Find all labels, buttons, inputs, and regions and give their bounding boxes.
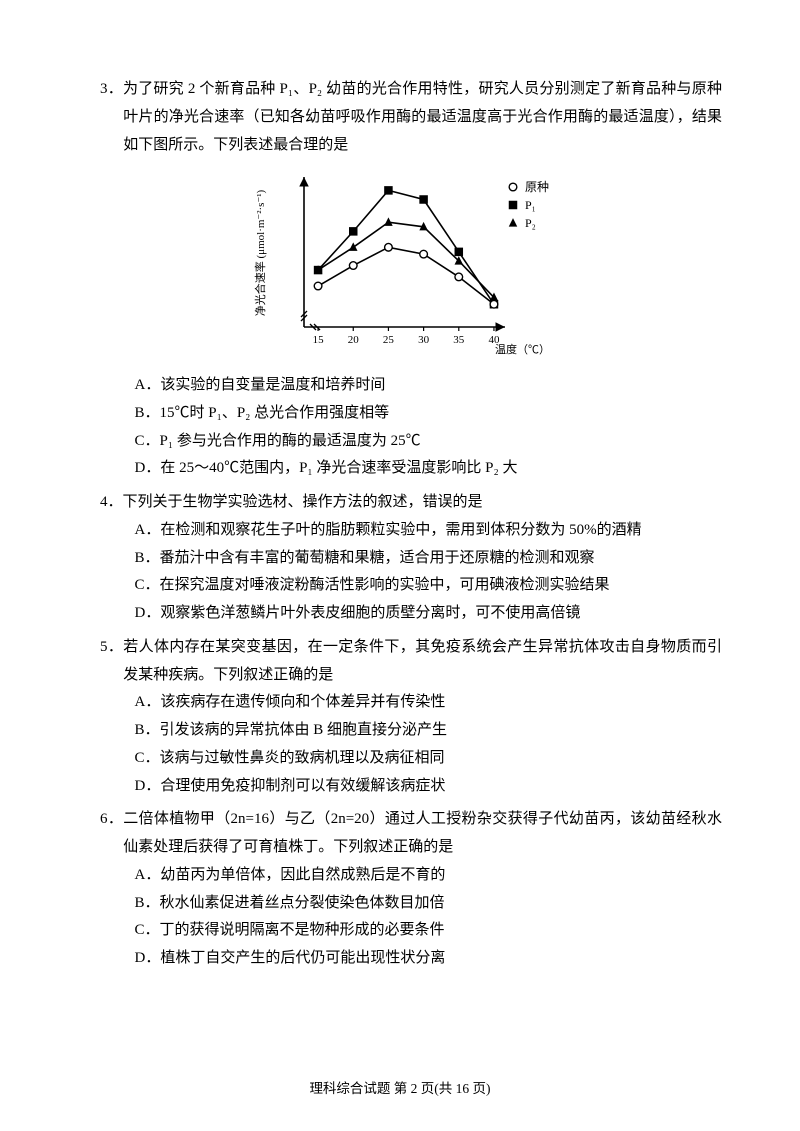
svg-text:P₂: P₂ [525,216,536,230]
q6-option-b: B．秋水仙素促进着丝点分裂使染色体数目加倍 [135,890,723,918]
svg-text:温度（℃）: 温度（℃） [495,342,550,356]
q5-option-b: B．引发该病的异常抗体由 B 细胞直接分泌产生 [135,717,723,745]
q4-option-d: D．观察紫色洋葱鳞片叶外表皮细胞的质壁分离时，可不使用高倍镜 [135,600,723,628]
svg-text:35: 35 [453,334,465,346]
q4-number: 4． [100,494,123,510]
q3-text: 为了研究 2 个新育品种 P₁、P₂ 幼苗的光合作用特性，研究人员分别测定了新育… [123,81,722,153]
q4-option-b: B．番茄汁中含有丰富的葡萄糖和果糖，适合用于还原糖的检测和观察 [135,545,723,573]
q4-stem: 4．下列关于生物学实验选材、操作方法的叙述，错误的是 [100,489,722,517]
svg-text:20: 20 [348,334,360,346]
q6-text: 二倍体植物甲（2n=16）与乙（2n=20）通过人工授粉杂交获得子代幼苗丙，该幼… [123,811,722,855]
q3-option-a: A．该实验的自变量是温度和培养时间 [135,372,723,400]
question-3: 3．为了研究 2 个新育品种 P₁、P₂ 幼苗的光合作用特性，研究人员分别测定了… [100,76,722,483]
q4-option-c: C．在探究温度对唾液淀粉酶活性影响的实验中，可用碘液检测实验结果 [135,572,723,600]
page-footer: 理科综合试题 第 2 页(共 16 页) [0,1077,800,1097]
q5-text: 若人体内存在某突变基因，在一定条件下，其免疫系统会产生异常抗体攻击自身物质而引发… [123,639,722,683]
q6-option-a: A．幼苗丙为单倍体，因此自然成熟后是不育的 [135,862,723,890]
q5-option-d: D．合理使用免疫抑制剂可以有效缓解该病症状 [135,773,723,801]
q4-text: 下列关于生物学实验选材、操作方法的叙述，错误的是 [123,494,483,510]
q6-number: 6． [100,811,123,827]
q6-stem: 6．二倍体植物甲（2n=16）与乙（2n=20）通过人工授粉杂交获得子代幼苗丙，… [100,806,722,862]
svg-text:25: 25 [383,334,395,346]
photosynthesis-chart: 152025303540温度（℃）净光合速率 (μmol·m⁻²·s⁻¹)原种P… [246,167,576,357]
question-4: 4．下列关于生物学实验选材、操作方法的叙述，错误的是 A．在检测和观察花生子叶的… [100,489,722,628]
q3-option-d: D．在 25～40℃范围内，P₁ 净光合速率受温度影响比 P₂ 大 [135,455,723,483]
svg-text:30: 30 [418,334,430,346]
q5-options: A．该疾病存在遗传倾向和个体差异并有传染性 B．引发该病的异常抗体由 B 细胞直… [100,689,722,800]
svg-text:15: 15 [313,334,325,346]
q3-option-c: C．P₁ 参与光合作用的酶的最适温度为 25℃ [135,428,723,456]
q3-number: 3． [100,81,123,97]
svg-text:净光合速率 (μmol·m⁻²·s⁻¹): 净光合速率 (μmol·m⁻²·s⁻¹) [253,190,267,317]
question-6: 6．二倍体植物甲（2n=16）与乙（2n=20）通过人工授粉杂交获得子代幼苗丙，… [100,806,722,973]
q5-option-a: A．该疾病存在遗传倾向和个体差异并有传染性 [135,689,723,717]
q6-options: A．幼苗丙为单倍体，因此自然成熟后是不育的 B．秋水仙素促进着丝点分裂使染色体数… [100,862,722,973]
q3-stem: 3．为了研究 2 个新育品种 P₁、P₂ 幼苗的光合作用特性，研究人员分别测定了… [100,76,722,159]
q3-chart: 152025303540温度（℃）净光合速率 (μmol·m⁻²·s⁻¹)原种P… [100,167,722,368]
svg-text:原种: 原种 [525,180,549,194]
q6-option-d: D．植株丁自交产生的后代仍可能出现性状分离 [135,945,723,973]
q3-option-b: B．15℃时 P₁、P₂ 总光合作用强度相等 [135,400,723,428]
q5-number: 5． [100,639,123,655]
q3-options: A．该实验的自变量是温度和培养时间 B．15℃时 P₁、P₂ 总光合作用强度相等… [100,372,722,483]
q4-option-a: A．在检测和观察花生子叶的脂肪颗粒实验中，需用到体积分数为 50%的酒精 [135,517,723,545]
q5-stem: 5．若人体内存在某突变基因，在一定条件下，其免疫系统会产生异常抗体攻击自身物质而… [100,634,722,690]
q4-options: A．在检测和观察花生子叶的脂肪颗粒实验中，需用到体积分数为 50%的酒精 B．番… [100,517,722,628]
svg-text:P₁: P₁ [525,198,536,212]
q5-option-c: C．该病与过敏性鼻炎的致病机理以及病征相同 [135,745,723,773]
q6-option-c: C．丁的获得说明隔离不是物种形成的必要条件 [135,917,723,945]
question-5: 5．若人体内存在某突变基因，在一定条件下，其免疫系统会产生异常抗体攻击自身物质而… [100,634,722,801]
